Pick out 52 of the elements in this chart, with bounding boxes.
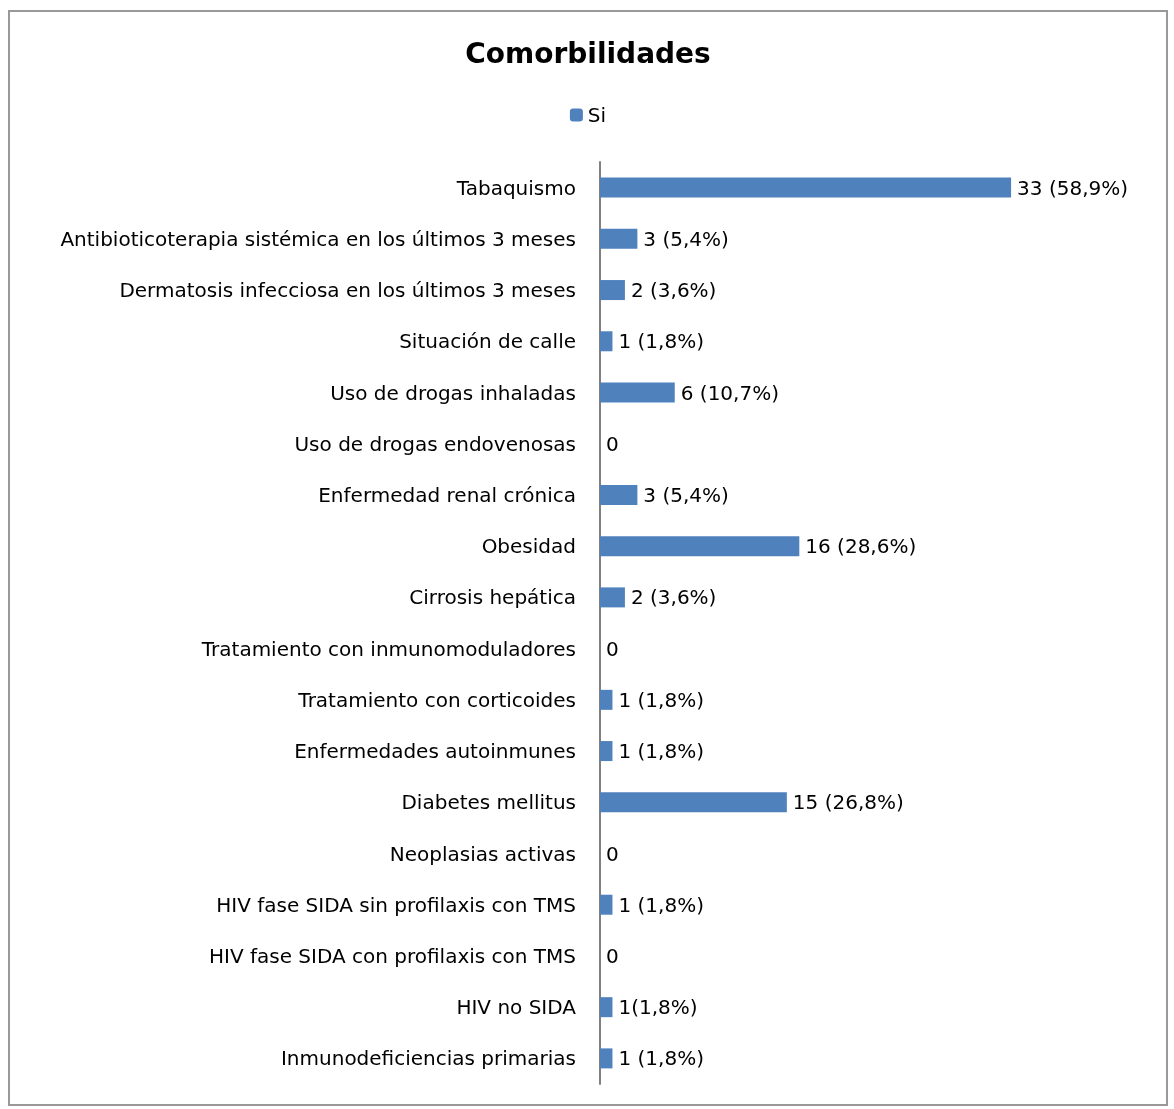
data-label: 3 (5,4%) <box>643 482 729 507</box>
data-label: 1 (1,8%) <box>618 892 704 917</box>
bar <box>600 741 613 762</box>
data-label: 2 (3,6%) <box>630 278 717 303</box>
data-label: 33 (58,9%) <box>1017 175 1129 200</box>
bar <box>600 536 800 557</box>
bar <box>600 228 638 249</box>
data-label: 0 <box>606 636 619 661</box>
data-label: 0 <box>606 431 619 456</box>
legend-label: Si <box>587 103 607 127</box>
y-tick-label: Situación de calle <box>399 329 576 354</box>
bar <box>600 587 625 608</box>
bar <box>600 280 625 301</box>
y-tick-label: Dermatosis infecciosa en los últimos 3 meses <box>119 278 576 303</box>
data-label: 0 <box>606 841 619 866</box>
bar <box>600 382 675 403</box>
y-tick-label: Tratamiento con inmunomoduladores <box>200 636 576 661</box>
y-tick-label: Uso de drogas inhaladas <box>330 380 576 405</box>
data-label: 15 (26,8%) <box>792 790 904 815</box>
y-tick-label: Diabetes mellitus <box>401 790 576 815</box>
data-label: 1 (1,8%) <box>618 687 704 712</box>
data-label: 1 (1,8%) <box>618 329 704 354</box>
y-tick-label: Antibioticoterapia sistémica en los últimos 3 meses <box>60 226 576 251</box>
bar <box>600 177 1012 198</box>
y-tick-label: HIV fase SIDA con profilaxis con TMS <box>208 943 576 968</box>
bar <box>600 997 613 1018</box>
y-tick-label: Enfermedades autoinmunes <box>294 739 576 764</box>
data-label: 1 (1,8%) <box>618 1046 704 1071</box>
data-label: 1(1,8%) <box>618 995 698 1020</box>
bar <box>600 331 613 352</box>
chart-title: Comorbilidades <box>465 36 711 70</box>
data-label: 16 (28,6%) <box>805 534 917 559</box>
y-tick-label: Tabaquismo <box>455 175 576 200</box>
y-tick-label: HIV fase SIDA sin profilaxis con TMS <box>216 892 576 917</box>
y-tick-label: HIV no SIDA <box>456 995 577 1020</box>
y-tick-label: Neoplasias activas <box>389 841 576 866</box>
y-tick-label: Tratamiento con corticoides <box>297 687 576 712</box>
y-tick-label: Obesidad <box>481 534 576 559</box>
data-label: 6 (10,7%) <box>680 380 779 405</box>
bar <box>600 792 787 813</box>
bar <box>600 484 638 505</box>
data-label: 1 (1,8%) <box>618 739 704 764</box>
data-label: 0 <box>606 943 619 968</box>
data-label: 2 (3,6%) <box>630 585 717 610</box>
y-tick-label: Inmunodeficiencias primarias <box>280 1046 576 1071</box>
bar <box>600 689 613 710</box>
y-tick-label: Uso de drogas endovenosas <box>294 431 576 456</box>
data-label: 3 (5,4%) <box>643 226 729 251</box>
y-tick-label: Enfermedad renal crónica <box>318 482 576 507</box>
bar <box>600 894 613 915</box>
y-tick-label: Cirrosis hepática <box>409 585 576 610</box>
bar <box>600 1048 613 1069</box>
